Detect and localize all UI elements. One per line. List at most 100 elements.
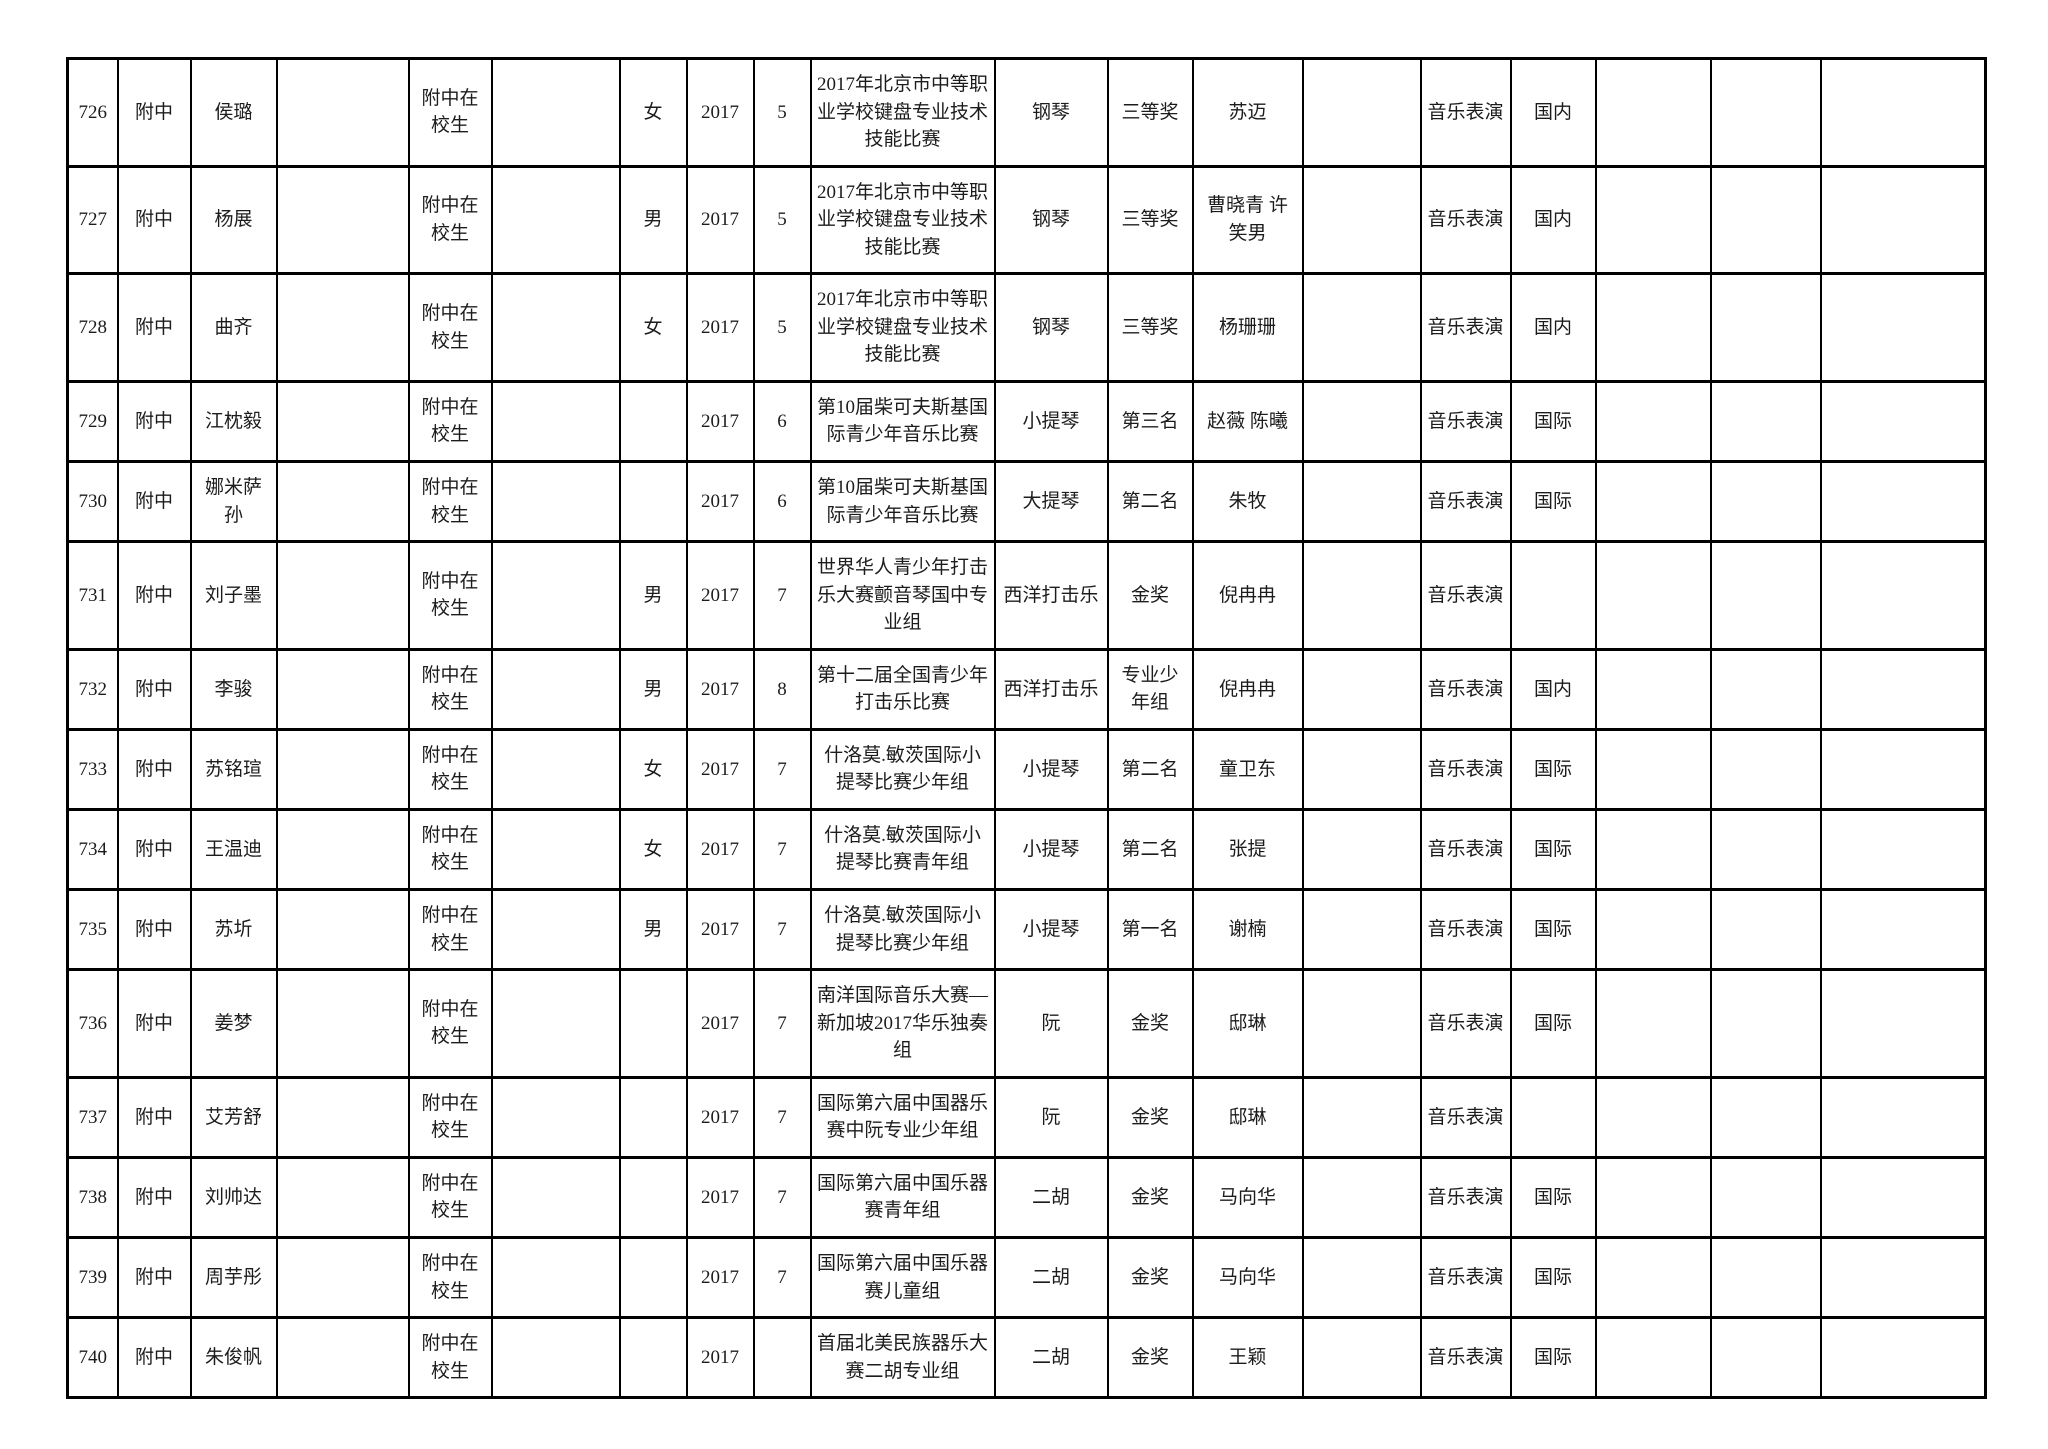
col-teacher: 朱牧 xyxy=(1191,460,1304,544)
col-school: 附中 xyxy=(116,1235,192,1320)
col-year: 2017 xyxy=(685,460,755,544)
col-month: 7 xyxy=(752,540,812,651)
col-gender: 女 xyxy=(618,727,688,811)
col-competition: 国际第六届中国器乐赛中阮专业少年组 xyxy=(809,1075,996,1159)
col-name: 艾芳舒 xyxy=(189,1075,278,1159)
col-blank-5 xyxy=(1709,540,1822,651)
col-enrollment-status: 附中在校生 xyxy=(407,460,493,544)
col-gender: 女 xyxy=(618,272,688,383)
col-blank-1 xyxy=(275,1316,410,1400)
col-teacher: 谢楠 xyxy=(1191,888,1304,972)
col-enrollment-status: 附中在校生 xyxy=(407,540,493,651)
col-year: 2017 xyxy=(685,888,755,972)
col-blank-3 xyxy=(1301,1155,1422,1239)
col-year: 2017 xyxy=(685,272,755,383)
col-instrument: 二胡 xyxy=(993,1316,1109,1400)
col-award: 第二名 xyxy=(1106,807,1194,892)
col-blank-4 xyxy=(1594,1075,1712,1159)
col-blank-1 xyxy=(275,540,410,651)
col-competition: 2017年北京市中等职业学校键盘专业技术技能比赛 xyxy=(809,164,996,276)
col-gender xyxy=(618,1235,688,1320)
col-school: 附中 xyxy=(116,1316,192,1400)
col-scope: 国际 xyxy=(1509,1235,1597,1320)
table-row: 738 附中 刘帅达 附中在校生 2017 7 国际第六届中国乐器赛青年组 二胡 金奖 马向华 音乐… xyxy=(66,1155,1987,1239)
col-blank-1 xyxy=(275,727,410,811)
col-blank-6 xyxy=(1819,164,1987,276)
col-blank-1 xyxy=(275,1155,410,1239)
col-name: 姜梦 xyxy=(189,968,278,1079)
col-award: 专业少年组 xyxy=(1106,647,1194,731)
col-index: 732 xyxy=(66,647,119,731)
col-competition: 什洛莫.敏茨国际小提琴比赛少年组 xyxy=(809,727,996,811)
col-name: 曲齐 xyxy=(189,272,278,383)
col-school: 附中 xyxy=(116,460,192,544)
col-name: 朱俊帆 xyxy=(189,1316,278,1400)
col-school: 附中 xyxy=(116,807,192,892)
col-award: 金奖 xyxy=(1106,968,1194,1079)
col-scope: 国际 xyxy=(1509,460,1597,544)
col-blank-3 xyxy=(1301,164,1422,276)
col-blank-2 xyxy=(490,379,621,464)
col-month: 5 xyxy=(752,272,812,383)
col-blank-4 xyxy=(1594,540,1712,651)
col-gender xyxy=(618,460,688,544)
col-award: 金奖 xyxy=(1106,1316,1194,1400)
col-gender xyxy=(618,1155,688,1239)
col-teacher: 倪冉冉 xyxy=(1191,647,1304,731)
col-instrument: 阮 xyxy=(993,1075,1109,1159)
col-blank-4 xyxy=(1594,1155,1712,1239)
col-blank-3 xyxy=(1301,807,1422,892)
col-blank-6 xyxy=(1819,1075,1987,1159)
col-school: 附中 xyxy=(116,647,192,731)
col-blank-4 xyxy=(1594,807,1712,892)
col-competition: 国际第六届中国乐器赛儿童组 xyxy=(809,1235,996,1320)
col-scope: 国际 xyxy=(1509,1155,1597,1239)
col-blank-1 xyxy=(275,460,410,544)
col-gender xyxy=(618,379,688,464)
col-index: 738 xyxy=(66,1155,119,1239)
col-instrument: 大提琴 xyxy=(993,460,1109,544)
col-index: 737 xyxy=(66,1075,119,1159)
col-blank-3 xyxy=(1301,727,1422,811)
col-instrument: 小提琴 xyxy=(993,888,1109,972)
col-blank-5 xyxy=(1709,968,1822,1079)
col-blank-2 xyxy=(490,540,621,651)
col-instrument: 二胡 xyxy=(993,1155,1109,1239)
col-scope: 国际 xyxy=(1509,379,1597,464)
col-blank-6 xyxy=(1819,379,1987,464)
col-index: 739 xyxy=(66,1235,119,1320)
col-school: 附中 xyxy=(116,57,192,168)
col-blank-5 xyxy=(1709,1316,1822,1400)
col-blank-1 xyxy=(275,164,410,276)
col-blank-6 xyxy=(1819,968,1987,1079)
col-blank-2 xyxy=(490,272,621,383)
col-competition: 什洛莫.敏茨国际小提琴比赛青年组 xyxy=(809,807,996,892)
col-teacher: 邸琳 xyxy=(1191,968,1304,1079)
col-name: 李骏 xyxy=(189,647,278,731)
col-award: 第二名 xyxy=(1106,460,1194,544)
col-instrument: 钢琴 xyxy=(993,57,1109,168)
col-year: 2017 xyxy=(685,727,755,811)
col-blank-4 xyxy=(1594,888,1712,972)
col-blank-2 xyxy=(490,727,621,811)
col-teacher: 王颖 xyxy=(1191,1316,1304,1400)
col-award: 第二名 xyxy=(1106,727,1194,811)
col-month: 7 xyxy=(752,1155,812,1239)
col-blank-2 xyxy=(490,57,621,168)
col-blank-6 xyxy=(1819,647,1987,731)
col-enrollment-status: 附中在校生 xyxy=(407,272,493,383)
col-blank-2 xyxy=(490,807,621,892)
col-major: 音乐表演 xyxy=(1419,272,1512,383)
col-index: 726 xyxy=(66,57,119,168)
col-scope: 国际 xyxy=(1509,727,1597,811)
col-name: 娜米萨孙 xyxy=(189,460,278,544)
col-blank-6 xyxy=(1819,727,1987,811)
col-name: 江枕毅 xyxy=(189,379,278,464)
table-row: 735 附中 苏圻 附中在校生 男 2017 7 什洛莫.敏茨国际小提琴比赛少年组 小提琴 第一名… xyxy=(66,888,1987,972)
col-instrument: 小提琴 xyxy=(993,727,1109,811)
col-year: 2017 xyxy=(685,164,755,276)
col-year: 2017 xyxy=(685,1075,755,1159)
col-index: 740 xyxy=(66,1316,119,1400)
col-blank-3 xyxy=(1301,1075,1422,1159)
col-instrument: 西洋打击乐 xyxy=(993,647,1109,731)
